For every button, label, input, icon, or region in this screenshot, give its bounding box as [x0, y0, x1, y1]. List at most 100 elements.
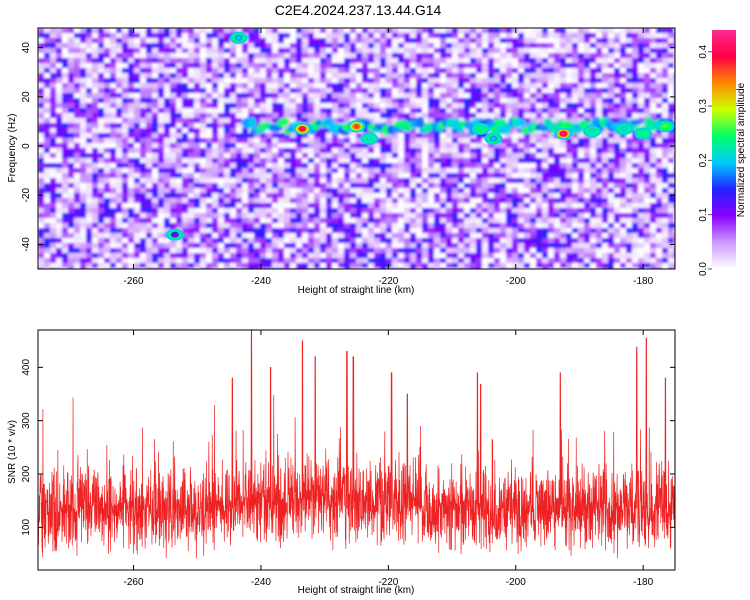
heatmap-cell: [230, 193, 237, 199]
heatmap-cell: [242, 213, 249, 219]
heatmap-cell: [68, 168, 75, 174]
heatmap-cell: [218, 248, 225, 254]
heatmap-cell: [182, 153, 189, 159]
heatmap-cell: [578, 183, 585, 189]
heatmap-cell: [638, 93, 645, 99]
heatmap-cell: [494, 178, 501, 184]
heatmap-cell: [464, 43, 471, 49]
heatmap-cell: [56, 163, 63, 169]
heatmap-cell: [572, 178, 579, 184]
heatmap-cell: [410, 133, 417, 139]
heatmap-cell: [500, 68, 507, 74]
heatmap-cell: [206, 118, 213, 124]
heatmap-cell: [326, 53, 333, 59]
heatmap-cell: [506, 98, 513, 104]
heatmap-cell: [134, 83, 141, 89]
heatmap-cell: [554, 38, 561, 44]
heatmap-cell: [458, 158, 465, 164]
heatmap-cell: [44, 233, 51, 239]
heatmap-cell: [584, 243, 591, 249]
heatmap-cell: [74, 233, 81, 239]
heatmap-cell: [482, 38, 489, 44]
heatmap-cell: [320, 248, 327, 254]
heatmap-cell: [92, 228, 99, 234]
heatmap-cell: [470, 78, 477, 84]
heatmap-cell: [110, 78, 117, 84]
heatmap-cell: [446, 248, 453, 254]
heatmap-cell: [404, 163, 411, 169]
heatmap-cell: [494, 228, 501, 234]
heatmap-cell: [410, 113, 417, 119]
heatmap-cell: [368, 83, 375, 89]
heatmap-cell: [116, 158, 123, 164]
heatmap-cell: [80, 213, 87, 219]
heatmap-cell: [476, 233, 483, 239]
heatmap-cell: [284, 38, 291, 44]
heatmap-cell: [116, 258, 123, 264]
heatmap-cell: [512, 248, 519, 254]
heatmap-cell: [116, 108, 123, 114]
heatmap-cell: [434, 68, 441, 74]
heatmap-cell: [266, 148, 273, 154]
heatmap-cell: [152, 178, 159, 184]
heatmap-cell: [440, 63, 447, 69]
heatmap-cell: [410, 253, 417, 259]
heatmap-cell: [314, 103, 321, 109]
heatmap-cell: [530, 63, 537, 69]
heatmap-cell: [212, 218, 219, 224]
heatmap-cell: [236, 228, 243, 234]
heatmap-cell: [146, 243, 153, 249]
heatmap-cell: [566, 83, 573, 89]
heatmap-cell: [362, 223, 369, 229]
heatmap-cell: [128, 93, 135, 99]
heatmap-cell: [326, 238, 333, 244]
heatmap-cell: [110, 163, 117, 169]
heatmap-cell: [524, 238, 531, 244]
heatmap-cell: [38, 163, 45, 169]
heatmap-cell: [98, 103, 105, 109]
heatmap-cell: [464, 93, 471, 99]
heatmap-cell: [530, 198, 537, 204]
heatmap-cell: [602, 48, 609, 54]
heatmap-cell: [434, 63, 441, 69]
heatmap-cell: [200, 58, 207, 64]
heatmap-cell: [452, 208, 459, 214]
heatmap-cell: [74, 148, 81, 154]
heatmap-cell: [92, 48, 99, 54]
heatmap-cell: [362, 68, 369, 74]
heatmap-cell: [236, 138, 243, 144]
heatmap-cell: [194, 28, 201, 34]
heatmap-cell: [596, 173, 603, 179]
heatmap-cell: [242, 53, 249, 59]
heatmap-cell: [158, 258, 165, 264]
heatmap-cell: [164, 183, 171, 189]
heatmap-cell: [110, 218, 117, 224]
heatmap-cell: [512, 93, 519, 99]
heatmap-cell: [464, 88, 471, 94]
heatmap-cell: [230, 78, 237, 84]
heatmap-cell: [296, 203, 303, 209]
heatmap-cell: [74, 33, 81, 39]
heatmap-cell: [110, 88, 117, 94]
heatmap-cell: [422, 133, 429, 139]
heatmap-cell: [62, 243, 69, 249]
heatmap-cell: [134, 118, 141, 124]
heatmap-cell: [224, 123, 231, 129]
heatmap-cell: [494, 173, 501, 179]
heatmap-cell: [278, 113, 285, 119]
heatmap-cell: [572, 113, 579, 119]
heatmap-cell: [650, 28, 657, 34]
heatmap-cell: [380, 53, 387, 59]
heatmap-cell: [128, 113, 135, 119]
heatmap-cell: [98, 53, 105, 59]
heatmap-cell: [200, 193, 207, 199]
heatmap-cell: [224, 223, 231, 229]
heatmap-cell: [488, 173, 495, 179]
heatmap-cell: [530, 238, 537, 244]
heatmap-cell: [128, 68, 135, 74]
heatmap-cell: [608, 153, 615, 159]
heatmap-cell: [134, 248, 141, 254]
heatmap-cell: [302, 163, 309, 169]
heatmap-cell: [224, 193, 231, 199]
heatmap-cell: [302, 183, 309, 189]
